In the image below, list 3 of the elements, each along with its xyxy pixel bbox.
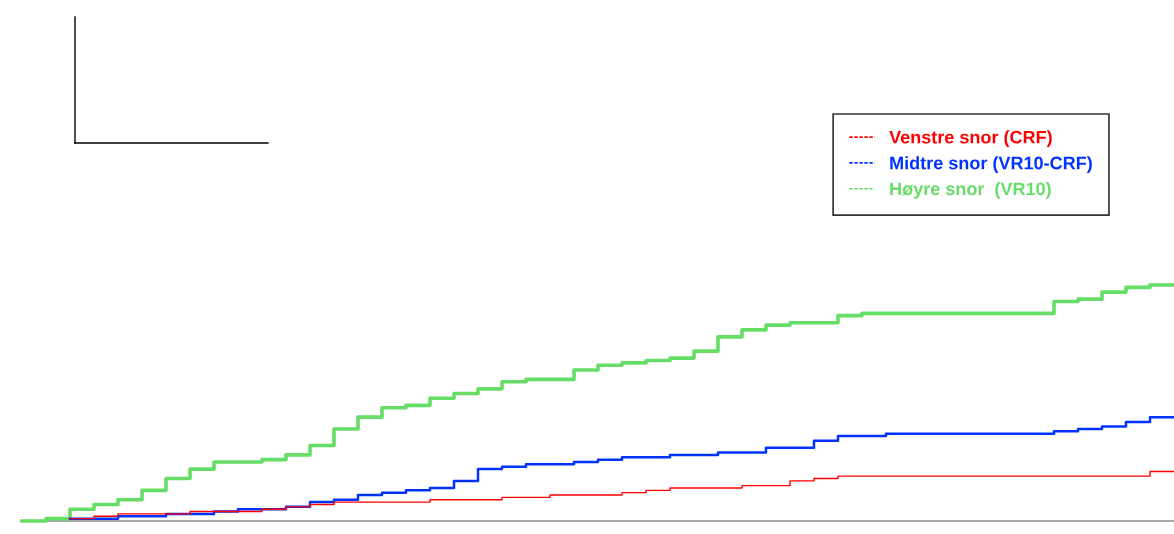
legend-label: Venstre snor (CRF) [889, 130, 1052, 148]
legend-label: Midtre snor (VR10-CRF) [890, 156, 1092, 173]
legend-label: Høyre snor (VR10) [890, 182, 1051, 199]
